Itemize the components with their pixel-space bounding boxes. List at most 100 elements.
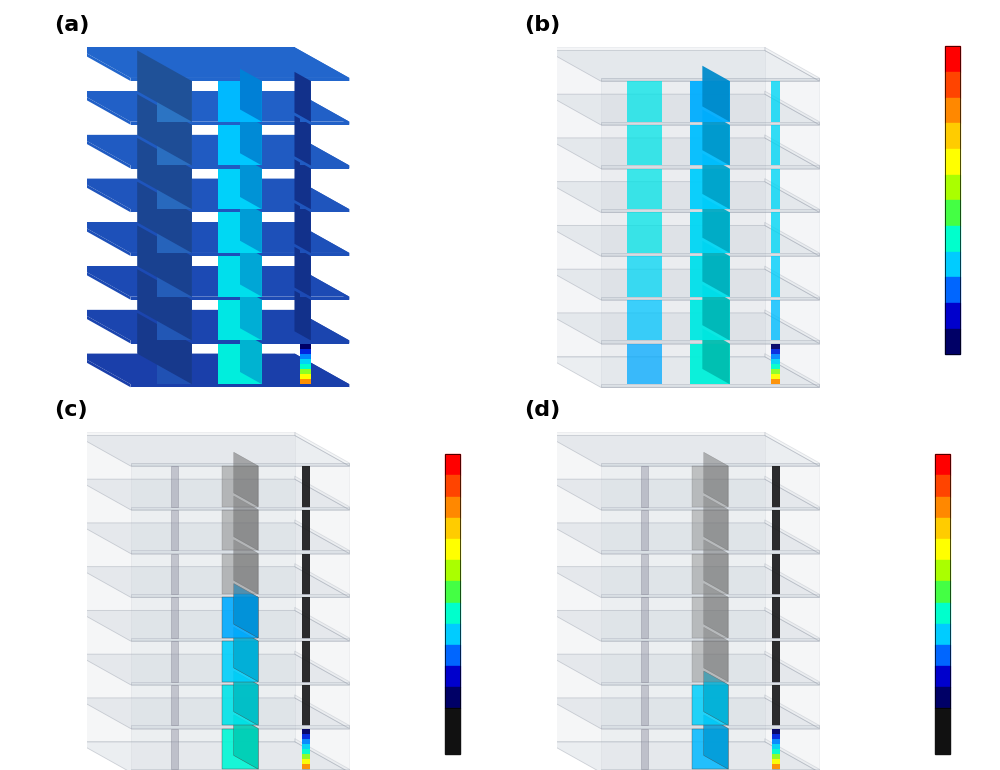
Polygon shape xyxy=(302,554,309,594)
Polygon shape xyxy=(171,510,178,551)
Bar xyxy=(945,329,960,354)
Polygon shape xyxy=(690,300,730,340)
Polygon shape xyxy=(76,223,131,256)
Polygon shape xyxy=(546,182,819,213)
Polygon shape xyxy=(704,452,728,507)
Polygon shape xyxy=(300,349,311,353)
Polygon shape xyxy=(234,628,258,681)
Polygon shape xyxy=(771,359,780,364)
Polygon shape xyxy=(234,452,258,507)
Polygon shape xyxy=(601,594,819,598)
Polygon shape xyxy=(300,369,311,374)
Bar xyxy=(945,149,960,175)
Polygon shape xyxy=(131,463,349,466)
Polygon shape xyxy=(601,78,819,81)
Polygon shape xyxy=(76,353,131,387)
Polygon shape xyxy=(300,125,311,166)
Polygon shape xyxy=(772,466,779,507)
Polygon shape xyxy=(546,270,819,300)
Polygon shape xyxy=(131,594,349,598)
Text: (d): (d) xyxy=(524,400,560,420)
Polygon shape xyxy=(157,81,192,122)
Polygon shape xyxy=(641,466,648,507)
Polygon shape xyxy=(702,328,730,384)
Polygon shape xyxy=(295,432,349,466)
Bar xyxy=(945,252,960,277)
Polygon shape xyxy=(692,554,728,594)
Bar xyxy=(945,226,960,252)
Polygon shape xyxy=(295,695,349,728)
Polygon shape xyxy=(137,182,192,253)
Polygon shape xyxy=(601,122,819,125)
Bar xyxy=(935,666,950,687)
Polygon shape xyxy=(295,651,349,685)
Polygon shape xyxy=(218,81,262,122)
Polygon shape xyxy=(157,213,192,253)
Bar xyxy=(945,303,960,329)
Bar xyxy=(445,687,460,708)
Polygon shape xyxy=(546,226,819,256)
Polygon shape xyxy=(771,374,780,379)
Polygon shape xyxy=(76,47,295,50)
Polygon shape xyxy=(601,551,819,554)
Polygon shape xyxy=(765,651,819,685)
Polygon shape xyxy=(702,153,730,209)
Bar xyxy=(935,560,950,581)
Polygon shape xyxy=(702,65,730,122)
Bar xyxy=(445,560,460,581)
Bar xyxy=(935,475,950,497)
Polygon shape xyxy=(302,510,310,551)
Polygon shape xyxy=(546,357,819,387)
Polygon shape xyxy=(601,384,819,387)
Polygon shape xyxy=(234,671,258,725)
Polygon shape xyxy=(76,611,349,641)
Polygon shape xyxy=(300,300,311,340)
Polygon shape xyxy=(222,685,258,725)
Polygon shape xyxy=(302,685,310,725)
Polygon shape xyxy=(294,116,311,166)
Polygon shape xyxy=(690,343,730,384)
Polygon shape xyxy=(765,310,819,343)
Polygon shape xyxy=(692,641,728,681)
Polygon shape xyxy=(76,432,295,742)
Bar xyxy=(445,624,460,645)
Polygon shape xyxy=(131,166,349,169)
Polygon shape xyxy=(772,744,780,749)
Polygon shape xyxy=(302,734,310,738)
Polygon shape xyxy=(295,266,349,300)
Polygon shape xyxy=(76,179,131,213)
Bar xyxy=(445,454,460,475)
Polygon shape xyxy=(302,466,310,507)
Polygon shape xyxy=(627,169,662,209)
Bar xyxy=(445,602,460,624)
Bar xyxy=(445,666,460,687)
Polygon shape xyxy=(627,125,662,166)
Polygon shape xyxy=(295,310,349,343)
Polygon shape xyxy=(131,769,349,770)
Polygon shape xyxy=(300,169,311,209)
Polygon shape xyxy=(627,343,662,384)
Polygon shape xyxy=(546,50,819,81)
Polygon shape xyxy=(765,695,819,728)
Polygon shape xyxy=(240,331,262,384)
Polygon shape xyxy=(546,611,819,641)
Polygon shape xyxy=(137,50,192,122)
Polygon shape xyxy=(601,507,819,510)
Polygon shape xyxy=(295,738,349,770)
Polygon shape xyxy=(601,253,819,256)
Polygon shape xyxy=(240,112,262,166)
Polygon shape xyxy=(771,364,780,369)
Polygon shape xyxy=(294,290,311,340)
Polygon shape xyxy=(771,343,780,349)
Polygon shape xyxy=(772,466,780,507)
Polygon shape xyxy=(765,353,819,387)
Polygon shape xyxy=(772,754,780,759)
Polygon shape xyxy=(302,685,309,725)
Polygon shape xyxy=(641,554,648,594)
Polygon shape xyxy=(76,742,349,770)
Polygon shape xyxy=(131,638,349,641)
Bar xyxy=(445,497,460,517)
Polygon shape xyxy=(771,300,780,340)
Polygon shape xyxy=(302,749,310,754)
Polygon shape xyxy=(641,685,648,725)
